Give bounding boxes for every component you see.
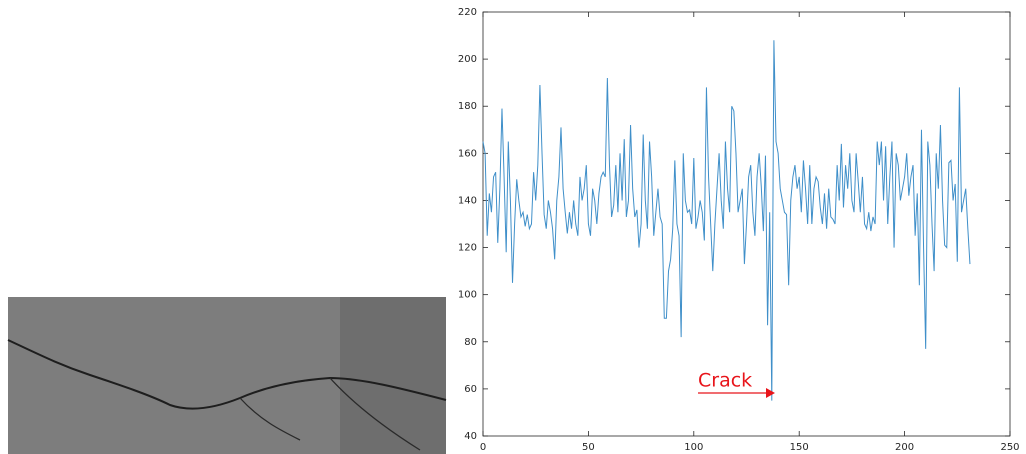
photo-shade [340, 297, 446, 454]
y-tick-label: 40 [464, 431, 477, 442]
x-tick-label: 150 [790, 442, 809, 453]
annotation: Crack [698, 370, 752, 392]
y-tick-label: 100 [458, 290, 477, 301]
y-tick-label: 220 [458, 7, 477, 18]
y-tick-label: 200 [458, 54, 477, 65]
x-tick-label: 200 [895, 442, 914, 453]
y-tick-label: 180 [458, 101, 477, 112]
x-tick-label: 100 [684, 442, 703, 453]
y-tick-label: 120 [458, 243, 477, 254]
x-tick-label: 0 [480, 442, 486, 453]
axes-box [482, 11, 1011, 437]
x-tick-label: 50 [582, 442, 595, 453]
data-line [482, 40, 971, 401]
crack-branch [239, 377, 421, 451]
y-tick-label: 60 [464, 384, 477, 395]
x-tick-label: 250 [1000, 442, 1019, 453]
crack [7, 339, 447, 410]
pavement-photo [7, 297, 447, 454]
y-tick-label: 160 [458, 148, 477, 159]
arrow-head [766, 388, 775, 398]
y-tick-label: 80 [464, 337, 477, 348]
y-tick-label: 140 [458, 195, 477, 206]
